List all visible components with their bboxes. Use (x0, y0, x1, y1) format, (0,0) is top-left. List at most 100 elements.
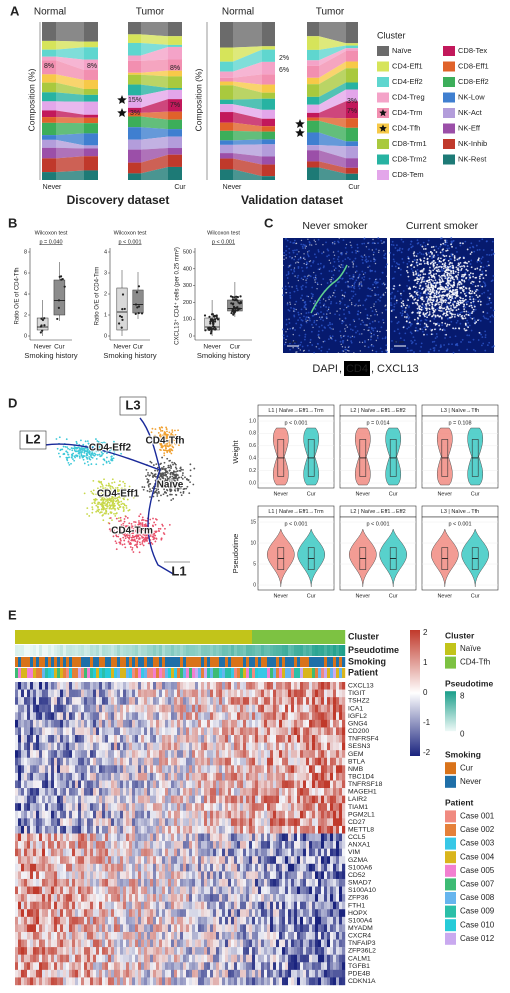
cd4-signal (442, 312, 445, 315)
heatmap-cell (186, 682, 190, 690)
cd4-signal (367, 266, 369, 269)
track-label: Smoking (348, 656, 386, 666)
heatmap-cell (174, 682, 178, 690)
umap-cell (112, 457, 115, 460)
data-point (213, 314, 217, 317)
nucleus (397, 328, 399, 331)
umap-cell (175, 494, 178, 496)
heatmap-cell (147, 697, 151, 705)
composition-band (233, 112, 262, 127)
heatmap-cell (162, 682, 166, 690)
data-point (40, 317, 43, 320)
legend-title: Cluster (377, 30, 406, 40)
cd4-signal (383, 250, 385, 252)
nucleus (441, 270, 443, 272)
heatmap-cell (279, 697, 283, 705)
umap-cell (161, 429, 164, 432)
umap-cell (169, 464, 172, 467)
nucleus (363, 276, 366, 278)
track-cell (42, 657, 46, 667)
heatmap-cell (54, 704, 58, 713)
x-title: Smoking history (24, 351, 78, 360)
nucleus (409, 324, 412, 327)
composition-bar (168, 76, 182, 89)
cd4-signal (433, 275, 436, 278)
composition-bar (42, 74, 56, 83)
cd4-signal (339, 266, 342, 269)
cd4-signal (420, 263, 422, 265)
nucleus (395, 244, 398, 247)
nucleus (357, 285, 360, 287)
nucleus (465, 291, 468, 294)
cd4-signal (452, 272, 455, 274)
nucleus (342, 341, 344, 344)
heatmap-cell (27, 704, 31, 713)
umap-cell (154, 518, 157, 520)
nucleus (377, 298, 380, 301)
cd4-signal (470, 304, 473, 307)
heatmap-cell (105, 689, 109, 698)
x-label: Never (43, 184, 62, 191)
x-label: Cur (54, 344, 65, 351)
track-cell (36, 668, 40, 678)
umap-cell (66, 446, 68, 449)
cd4-signal (477, 284, 479, 287)
nucleus (336, 258, 339, 261)
umap-cell (69, 448, 71, 451)
heatmap-cell (207, 682, 211, 690)
y-axis-label: Ratio O/E of CD4-Trm (95, 267, 101, 326)
data-point (213, 328, 217, 331)
track-cell (15, 668, 19, 678)
cd4-signal (482, 277, 485, 280)
composition-band (319, 45, 346, 61)
cd4-signal (407, 299, 410, 301)
track-cell (291, 645, 295, 656)
composition-bar (42, 172, 56, 180)
heatmap-cell (276, 697, 280, 705)
umap-cell (165, 470, 168, 473)
data-point (232, 313, 235, 316)
nucleus (392, 258, 395, 261)
track-cell (138, 657, 142, 667)
track-cell (117, 657, 121, 667)
cd4-signal (440, 317, 443, 320)
cd4-signal (400, 305, 403, 308)
heatmap-cell (57, 689, 61, 698)
x-label: Cur (307, 491, 316, 497)
cd4-signal (438, 270, 441, 273)
heatmap-cell (195, 689, 199, 698)
composition-bar (262, 144, 275, 157)
cd4-signal (451, 286, 454, 289)
umap-cell (59, 455, 61, 458)
umap-cell (163, 431, 166, 433)
umap-cell (73, 459, 76, 462)
heatmap-cell (27, 689, 31, 698)
cd4-signal (457, 301, 460, 304)
nucleus (409, 331, 412, 334)
y-tick-label: 0 (24, 333, 27, 339)
heatmap-cell (252, 689, 256, 698)
heatmap-cell (321, 689, 325, 698)
cd4-signal (461, 265, 463, 268)
cd4-signal (418, 314, 421, 317)
data-point (210, 330, 213, 333)
nucleus (472, 348, 475, 351)
cd4-signal (472, 300, 475, 303)
cd4-signal (460, 291, 462, 294)
cd4-signal (370, 332, 373, 335)
nucleus (352, 274, 355, 276)
composition-bar (220, 81, 233, 86)
track-cell (63, 668, 67, 678)
track-cell (204, 630, 208, 644)
nucleus (489, 315, 492, 318)
cd4-signal (330, 280, 332, 283)
umap-cell (144, 536, 147, 539)
track-cell (138, 630, 142, 644)
composition-bar (220, 47, 233, 62)
nucleus (363, 237, 366, 240)
nucleus (368, 248, 370, 251)
heatmap-cell (234, 689, 238, 698)
nucleus (362, 321, 365, 324)
cd4-signal (428, 311, 431, 313)
umap-cell (146, 540, 149, 542)
